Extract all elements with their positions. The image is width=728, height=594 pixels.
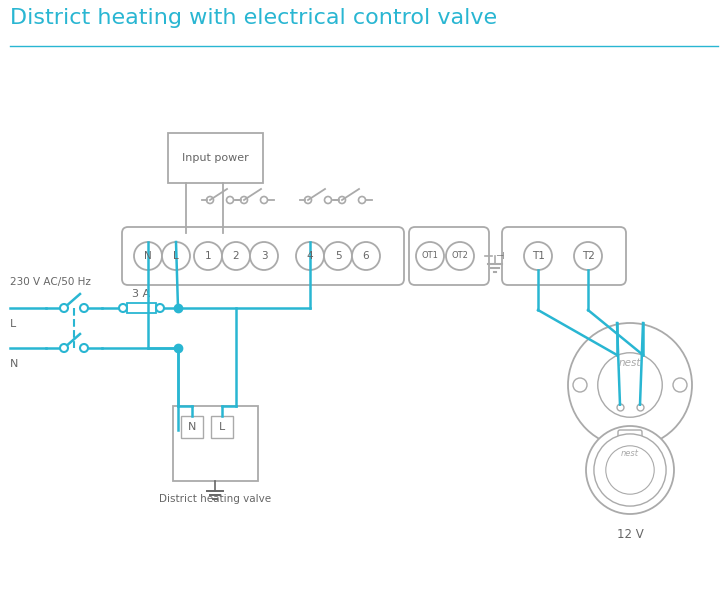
Circle shape: [296, 242, 324, 270]
FancyBboxPatch shape: [409, 227, 489, 285]
Text: OT2: OT2: [451, 251, 468, 261]
Circle shape: [60, 304, 68, 312]
FancyBboxPatch shape: [502, 227, 626, 285]
Circle shape: [606, 446, 654, 494]
FancyBboxPatch shape: [122, 227, 404, 285]
Text: 6: 6: [363, 251, 369, 261]
Circle shape: [673, 378, 687, 392]
Circle shape: [352, 242, 380, 270]
Circle shape: [207, 197, 213, 204]
Text: 4: 4: [306, 251, 313, 261]
Circle shape: [156, 304, 164, 312]
Circle shape: [416, 242, 444, 270]
Circle shape: [568, 323, 692, 447]
Circle shape: [304, 197, 312, 204]
Text: 12 V: 12 V: [617, 528, 644, 541]
Text: 3 A: 3 A: [132, 289, 151, 299]
Circle shape: [240, 197, 248, 204]
Text: nest: nest: [621, 450, 639, 459]
Text: Input power: Input power: [182, 153, 249, 163]
Circle shape: [119, 304, 127, 312]
Text: District heating valve: District heating valve: [159, 494, 272, 504]
Circle shape: [226, 197, 234, 204]
Text: L: L: [10, 319, 16, 329]
Text: District heating with electrical control valve: District heating with electrical control…: [10, 8, 497, 28]
Text: OT1: OT1: [422, 251, 438, 261]
Text: L: L: [219, 422, 225, 432]
Text: L: L: [173, 251, 179, 261]
FancyBboxPatch shape: [618, 430, 642, 447]
Circle shape: [162, 242, 190, 270]
Text: 2: 2: [233, 251, 240, 261]
Circle shape: [194, 242, 222, 270]
Text: 230 V AC/50 Hz: 230 V AC/50 Hz: [10, 277, 91, 287]
Circle shape: [358, 197, 365, 204]
FancyBboxPatch shape: [127, 303, 156, 313]
Text: T2: T2: [582, 251, 595, 261]
Text: N: N: [10, 359, 18, 369]
Circle shape: [134, 242, 162, 270]
Circle shape: [586, 426, 674, 514]
Circle shape: [80, 344, 88, 352]
Circle shape: [524, 242, 552, 270]
Text: 1: 1: [205, 251, 211, 261]
Circle shape: [250, 242, 278, 270]
Circle shape: [60, 344, 68, 352]
Text: N: N: [144, 251, 152, 261]
FancyBboxPatch shape: [181, 416, 203, 438]
Circle shape: [598, 353, 662, 417]
FancyBboxPatch shape: [211, 416, 233, 438]
Text: N: N: [188, 422, 196, 432]
Circle shape: [325, 197, 331, 204]
Circle shape: [594, 434, 666, 506]
Circle shape: [222, 242, 250, 270]
Circle shape: [574, 242, 602, 270]
Circle shape: [80, 304, 88, 312]
Text: nest: nest: [619, 358, 641, 368]
Circle shape: [573, 378, 587, 392]
Circle shape: [324, 242, 352, 270]
Text: 3: 3: [261, 251, 267, 261]
Text: T1: T1: [531, 251, 545, 261]
Circle shape: [339, 197, 346, 204]
Text: ⊣: ⊣: [493, 251, 505, 261]
FancyBboxPatch shape: [168, 133, 263, 183]
Text: 5: 5: [335, 251, 341, 261]
FancyBboxPatch shape: [173, 406, 258, 481]
Circle shape: [446, 242, 474, 270]
Circle shape: [261, 197, 267, 204]
